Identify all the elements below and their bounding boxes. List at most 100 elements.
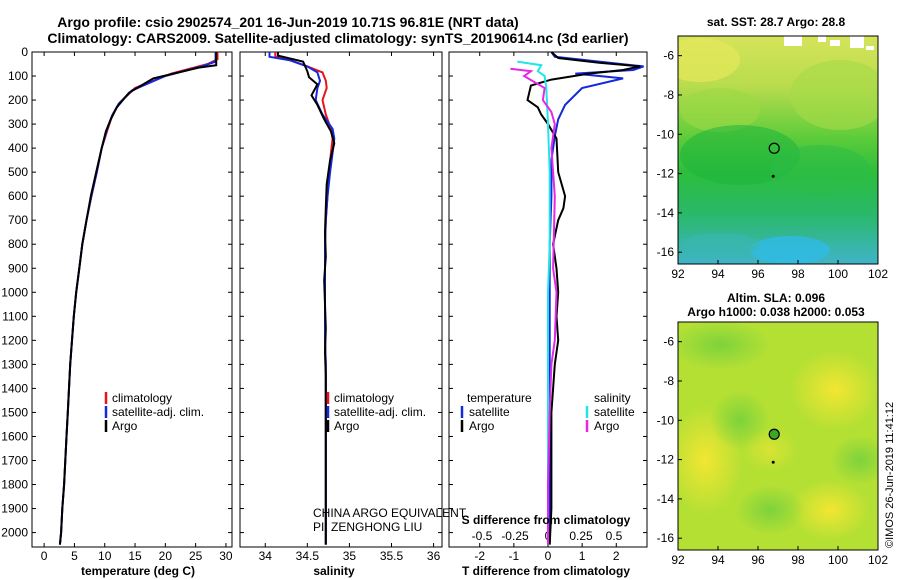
x-tick-label: 100 [828, 267, 848, 281]
x-tick-label: 98 [791, 267, 805, 281]
series-line-s-satellite [517, 60, 551, 545]
x2-tick-label: 0.25 [569, 529, 593, 543]
series-line-climatology [58, 52, 219, 545]
y-tick-label: 1600 [1, 429, 28, 443]
legend-argo-label: Argo [334, 419, 360, 433]
y-tick-label: 300 [8, 117, 28, 131]
series-line-argo [58, 52, 218, 545]
legend-s-argo-label: Argo [594, 419, 620, 433]
t-difference-xlabel: T difference from climatology [462, 564, 630, 578]
x2-tick-label: -0.25 [501, 529, 529, 543]
x-tick-label: 0 [41, 549, 48, 563]
y-tick-label: 500 [8, 165, 28, 179]
salinity-xlabel: salinity [313, 564, 355, 578]
x-tick-label: 30 [219, 549, 233, 563]
series-line-satellite-adj-clim- [58, 52, 217, 545]
x-tick-label: 98 [791, 553, 805, 567]
sst-map-image [678, 36, 878, 264]
y-tick-label: 1700 [1, 453, 28, 467]
x-tick-label: 92 [671, 267, 685, 281]
y-tick-label: -8 [663, 88, 674, 102]
y-tick-label: 1900 [1, 502, 28, 516]
x-tick-label: 5 [71, 549, 78, 563]
x-tick-label: 96 [751, 267, 765, 281]
legend-salinity-title: salinity [594, 391, 631, 405]
y-tick-label: 900 [8, 261, 28, 275]
temperature-panel: 0 5 10 15 20 25 30 [32, 51, 233, 563]
x2-tick-label: 0.5 [606, 529, 623, 543]
legend-temperature-title: temperature [467, 391, 532, 405]
x-tick-label: 20 [159, 549, 173, 563]
x-tick-label: 15 [128, 549, 142, 563]
x-tick-label: 92 [671, 553, 685, 567]
legend-satellite-label: satellite-adj. clim. [334, 405, 426, 419]
depth-axis: 0 100 200 300 400 500 600 700 800 900 1000 1100 1200… [1, 45, 28, 540]
y-tick-label: 800 [8, 237, 28, 251]
series-line-argo [276, 52, 336, 545]
x-tick-label: 94 [711, 267, 725, 281]
sla-map-axes: 92 94 96 98 100 102 -6 -8 -10 -12 -14 -16 [657, 335, 889, 567]
y-tick-label: 2000 [1, 526, 28, 540]
x-tick-label: 35.5 [380, 549, 404, 563]
legend-satellite-label: satellite-adj. clim. [112, 405, 204, 419]
y-tick-label: 1500 [1, 405, 28, 419]
legend-s-satellite-label: satellite [594, 405, 635, 419]
x-tick-label: 102 [868, 553, 888, 567]
x2-tick-label: -0.5 [472, 529, 493, 543]
y-tick-label: 1300 [1, 357, 28, 371]
plot-frame [239, 51, 443, 548]
x-tick-label: 25 [189, 549, 203, 563]
y-tick-label: -16 [657, 245, 675, 259]
salinity-legend: climatology satellite-adj. clim. Argo [326, 391, 426, 433]
x-tick-label: 10 [98, 549, 112, 563]
y-tick-label: 600 [8, 189, 28, 203]
y-tick-label: 1000 [1, 285, 28, 299]
y-tick-label: 1100 [2, 309, 28, 323]
y-tick-label: 200 [8, 93, 28, 107]
figure-title-line1: Argo profile: csio 2902574_201 16-Jun-20… [57, 14, 518, 30]
sla-map-image [678, 322, 878, 550]
imos-timestamp: ©IMOS 26-Jun-2019 11:41:12 [884, 402, 896, 548]
x-tick-label: 34.5 [296, 549, 320, 563]
y-tick-label: -10 [657, 127, 675, 141]
difference-panel: -2 -1 0 1 2-0.5 -0.25 0 0.25 0.5 [449, 51, 647, 563]
plot-frame [31, 51, 233, 548]
argo-position-marker [768, 428, 780, 440]
y-tick-label: -12 [657, 167, 675, 181]
x-tick-label: 94 [711, 553, 725, 567]
sla-map-frame [677, 321, 879, 551]
series-line-t-argo [526, 51, 641, 545]
x-tick-label: 35 [343, 549, 357, 563]
y-tick-label: 100 [8, 69, 28, 83]
legend-t-satellite-label: satellite [469, 405, 510, 419]
argo-position-dot [771, 174, 775, 178]
y-tick-label: -14 [657, 492, 675, 506]
y-tick-label: 1400 [1, 381, 28, 395]
y-tick-label: -16 [657, 531, 675, 545]
x-tick-label: 34 [259, 549, 273, 563]
x-tick-label: 0 [545, 549, 552, 563]
y-tick-label: 1800 [1, 478, 28, 492]
y-tick-label: 0 [21, 45, 28, 59]
sst-map-title: sat. SST: 28.7 Argo: 28.8 [707, 15, 846, 29]
difference-legend: temperature satellite Argo salinity sate… [460, 391, 635, 433]
temperature-xlabel: temperature (deg C) [81, 564, 195, 578]
y-tick-label: 1200 [1, 333, 28, 347]
salinity-panel: 34 34.5 35 35.5 36 [240, 51, 442, 563]
series-line-s-argo [510, 67, 558, 545]
s-difference-xlabel: S difference from climatology [462, 513, 631, 527]
legend-argo-label: Argo [112, 419, 138, 433]
x-tick-label: -1 [509, 549, 520, 563]
series-line-t-satellite [548, 51, 644, 545]
y-tick-label: -6 [663, 49, 674, 63]
x-tick-label: 102 [868, 267, 888, 281]
y-tick-label: 400 [8, 141, 28, 155]
sst-map-axes: 92 94 96 98 100 102 -6 -8 -10 -12 -14 -16 [657, 49, 889, 281]
x-tick-label: 1 [579, 549, 586, 563]
legend-climatology-label: climatology [112, 391, 172, 405]
x-tick-label: 96 [751, 553, 765, 567]
y-tick-label: -10 [657, 413, 675, 427]
y-tick-label: -12 [657, 453, 675, 467]
legend-climatology-label: climatology [334, 391, 394, 405]
